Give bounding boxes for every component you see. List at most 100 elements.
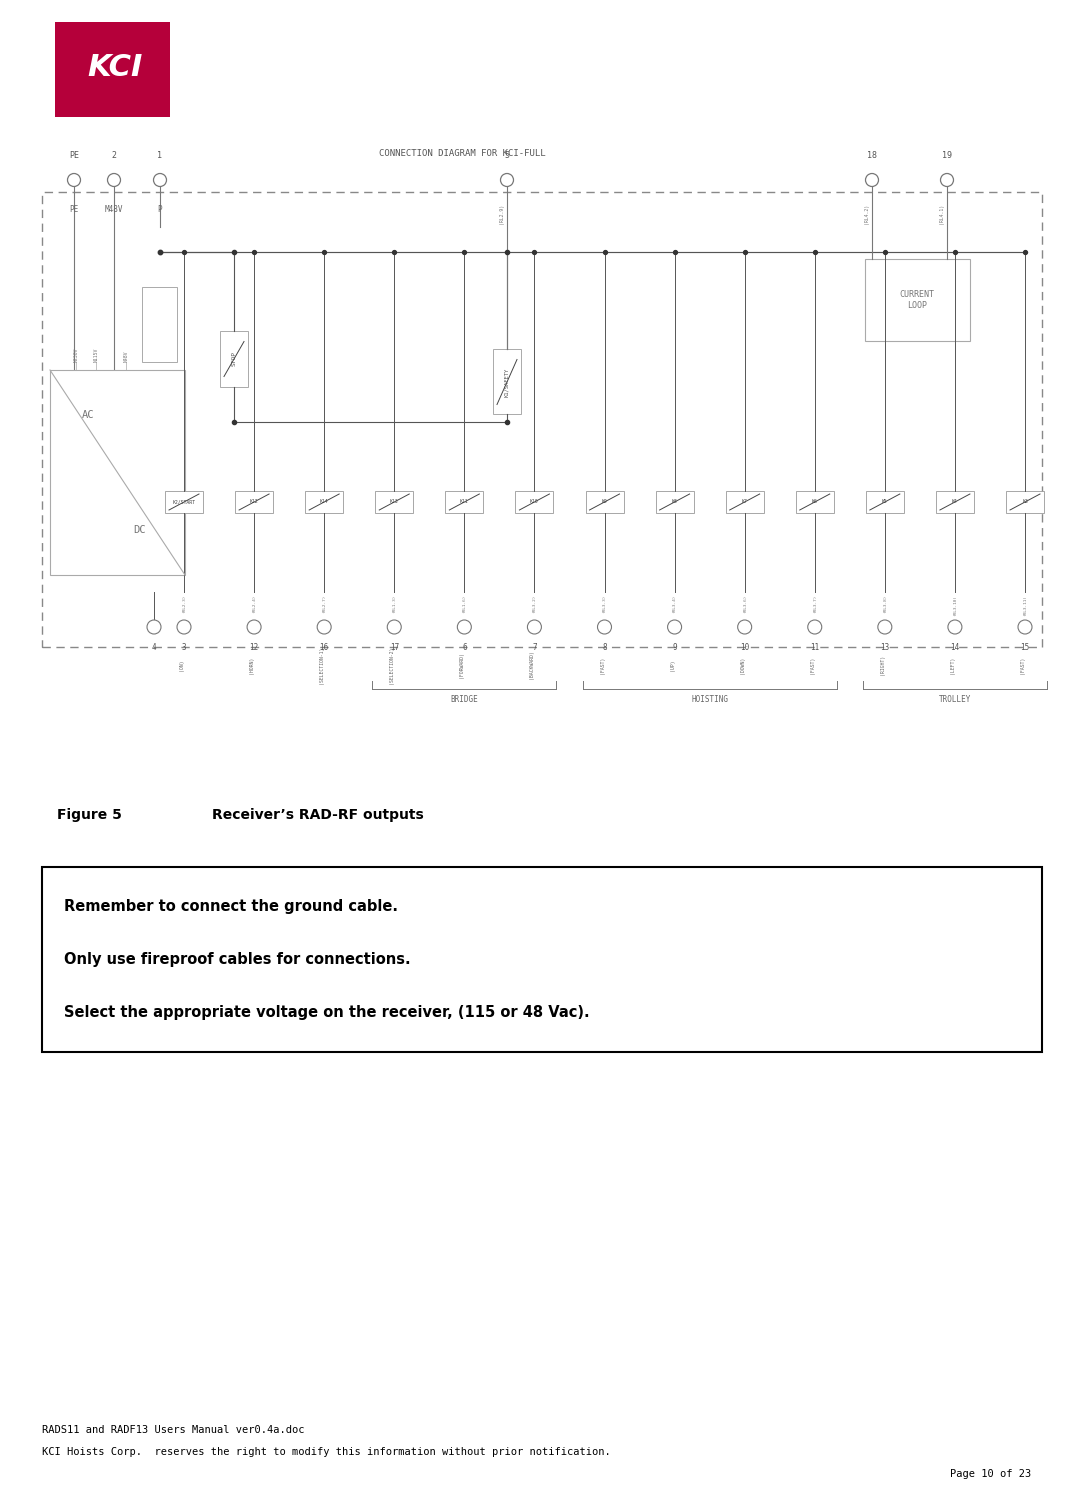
Text: (RL3.6): (RL3.6) [743,595,746,613]
Circle shape [878,620,892,634]
Text: K11: K11 [460,500,468,505]
Text: 18: 18 [867,152,877,161]
Circle shape [667,620,682,634]
Circle shape [866,174,879,186]
Text: TROLLEY: TROLLEY [939,695,971,704]
Text: Remember to connect the ground cable.: Remember to connect the ground cable. [64,900,398,915]
Text: (DOWN): (DOWN) [740,656,745,673]
Text: 8: 8 [602,643,607,652]
Text: K3: K3 [1022,500,1028,505]
Text: K4: K4 [952,500,958,505]
Text: KCI Hoists Corp.  reserves the right to modify this information without prior no: KCI Hoists Corp. reserves the right to m… [42,1446,610,1457]
FancyBboxPatch shape [50,369,185,575]
Text: (LEFT): (LEFT) [950,656,955,673]
Text: 9: 9 [672,643,677,652]
Text: 11: 11 [810,643,819,652]
Text: N230V: N230V [74,347,78,362]
Text: 6: 6 [462,643,467,652]
FancyBboxPatch shape [305,491,343,514]
Text: Figure 5: Figure 5 [57,808,122,822]
Text: STOP: STOP [232,351,236,366]
Text: K13: K13 [390,500,399,505]
Text: (RL3.11): (RL3.11) [1023,595,1027,616]
Text: (BACKWARD): (BACKWARD) [529,650,534,679]
Text: K12: K12 [250,500,259,505]
Text: (RL3.10): (RL3.10) [952,595,957,616]
Text: M48V: M48V [105,206,123,215]
Text: 19: 19 [942,152,952,161]
Text: 10: 10 [740,643,749,652]
FancyBboxPatch shape [493,350,521,415]
Circle shape [527,620,541,634]
Text: CONNECTION DIAGRAM FOR KCI-FULL: CONNECTION DIAGRAM FOR KCI-FULL [378,150,545,159]
Text: K5: K5 [882,500,887,505]
Circle shape [1018,620,1032,634]
Text: (ON): (ON) [179,659,184,671]
FancyBboxPatch shape [165,491,203,514]
Text: 15: 15 [1021,643,1029,652]
Text: (RL3.8): (RL3.8) [883,595,887,613]
FancyBboxPatch shape [795,491,834,514]
Text: (FAST): (FAST) [809,656,815,673]
FancyBboxPatch shape [1006,491,1044,514]
Circle shape [941,174,954,186]
Text: 16: 16 [320,643,329,652]
Text: P: P [158,206,162,215]
Text: N115V: N115V [93,347,98,362]
Circle shape [177,620,191,634]
Text: PE: PE [69,152,79,161]
FancyBboxPatch shape [142,287,177,362]
Text: K8: K8 [671,500,678,505]
FancyBboxPatch shape [655,491,694,514]
Text: (RL4.1): (RL4.1) [939,204,944,224]
FancyBboxPatch shape [375,491,414,514]
Text: (RL4.2): (RL4.2) [864,204,868,224]
Circle shape [808,620,822,634]
Text: Select the appropriate voltage on the receiver, (115 or 48 Vac).: Select the appropriate voltage on the re… [64,1005,590,1020]
FancyBboxPatch shape [220,332,248,386]
FancyBboxPatch shape [515,491,554,514]
Text: 4: 4 [152,643,156,652]
Text: K2/START: K2/START [172,500,196,505]
Text: 7: 7 [532,643,537,652]
Text: (RL2.4): (RL2.4) [252,595,257,613]
Text: DC: DC [134,526,146,535]
Text: K1/SAFETY: K1/SAFETY [505,368,510,397]
Text: (RL3.2): (RL3.2) [532,595,537,613]
Text: Page 10 of 23: Page 10 of 23 [949,1469,1031,1479]
Text: BRIDGE: BRIDGE [450,695,478,704]
FancyBboxPatch shape [42,867,1042,1051]
Text: 13: 13 [880,643,889,652]
Text: Receiver’s RAD-RF outputs: Receiver’s RAD-RF outputs [212,808,423,822]
Circle shape [387,620,401,634]
Text: (FORWARD): (FORWARD) [460,652,464,677]
Circle shape [108,174,121,186]
FancyBboxPatch shape [865,258,970,341]
Text: KCI: KCI [87,53,142,83]
Text: (SELECTION-1): (SELECTION-1) [320,646,324,683]
Text: (RL2.7): (RL2.7) [322,595,326,613]
Text: (RL3.3): (RL3.3) [603,595,606,613]
Circle shape [317,620,331,634]
Text: 1: 1 [157,152,162,161]
Text: 17: 17 [389,643,399,652]
Text: (RL1.6): (RL1.6) [462,595,466,613]
Circle shape [148,620,161,634]
Text: CURRENT
LOOP: CURRENT LOOP [899,290,934,309]
Text: 2: 2 [111,152,117,161]
FancyBboxPatch shape [446,491,483,514]
Text: HOISTING: HOISTING [692,695,728,704]
FancyBboxPatch shape [726,491,763,514]
FancyBboxPatch shape [55,23,170,117]
Text: K6: K6 [811,500,818,505]
Text: (RL1.3): (RL1.3) [392,595,397,613]
FancyBboxPatch shape [235,491,273,514]
Text: Only use fireproof cables for connections.: Only use fireproof cables for connection… [64,952,410,967]
Text: K9: K9 [602,500,607,505]
FancyBboxPatch shape [936,491,974,514]
Text: (UP): (UP) [669,659,675,671]
Text: PE: PE [69,206,79,215]
Circle shape [598,620,611,634]
Text: (RL2.3): (RL2.3) [182,595,186,613]
Circle shape [154,174,167,186]
